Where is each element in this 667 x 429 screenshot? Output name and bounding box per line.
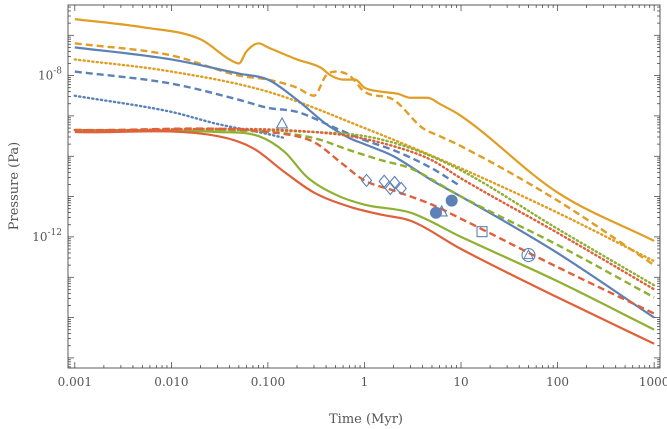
series-line-orange-dashed (74, 42, 655, 267)
marker-open-diamond (360, 173, 373, 188)
series-line-orange-solid (74, 18, 655, 242)
marker-filled-circle (445, 194, 458, 207)
marker-open-diamond (388, 175, 401, 190)
marker-open-triangle (435, 204, 449, 217)
x-tick-label: 0.010 (154, 375, 188, 389)
series-line-red-solid (74, 130, 655, 345)
marker-open-square (476, 226, 488, 238)
series-line-red-dotted (73, 127, 656, 291)
y-tick-label: 10-12 (32, 228, 62, 244)
marker-layer (275, 116, 536, 263)
x-tick-label: 10 (453, 375, 468, 389)
x-tick-label: 100 (546, 375, 569, 389)
series-line-blue-solid (74, 46, 655, 319)
marker-open-circle (521, 248, 536, 263)
series-line-blue-dotted (73, 94, 287, 140)
y-axis-label: Pressure (Pa) (7, 142, 22, 230)
x-axis-ticks: 0.001 0.010 0.100 1 10 100 1000 (58, 5, 667, 389)
x-tick-label: 1000 (639, 375, 667, 389)
y-axis-ticks: 10-8 10-12 (32, 6, 660, 368)
plot-frame (67, 4, 661, 369)
marker-open-diamond (378, 174, 390, 189)
x-axis-label: Time (Myr) (329, 412, 403, 427)
series-line-green-solid (74, 128, 655, 331)
series-line-orange-dotted (73, 58, 656, 263)
marker-inner-triangle (523, 248, 534, 260)
series-layer (73, 18, 656, 345)
series-line-green-dashed (74, 128, 655, 299)
series-line-blue-dashed (74, 70, 462, 188)
marker-open-diamond (395, 181, 407, 196)
x-tick-label: 0.100 (251, 375, 285, 389)
x-tick-label: 0.001 (58, 375, 92, 389)
y-tick-label: 10-8 (38, 67, 62, 83)
x-tick-label: 1 (361, 375, 369, 389)
marker-open-triangle (275, 116, 289, 129)
